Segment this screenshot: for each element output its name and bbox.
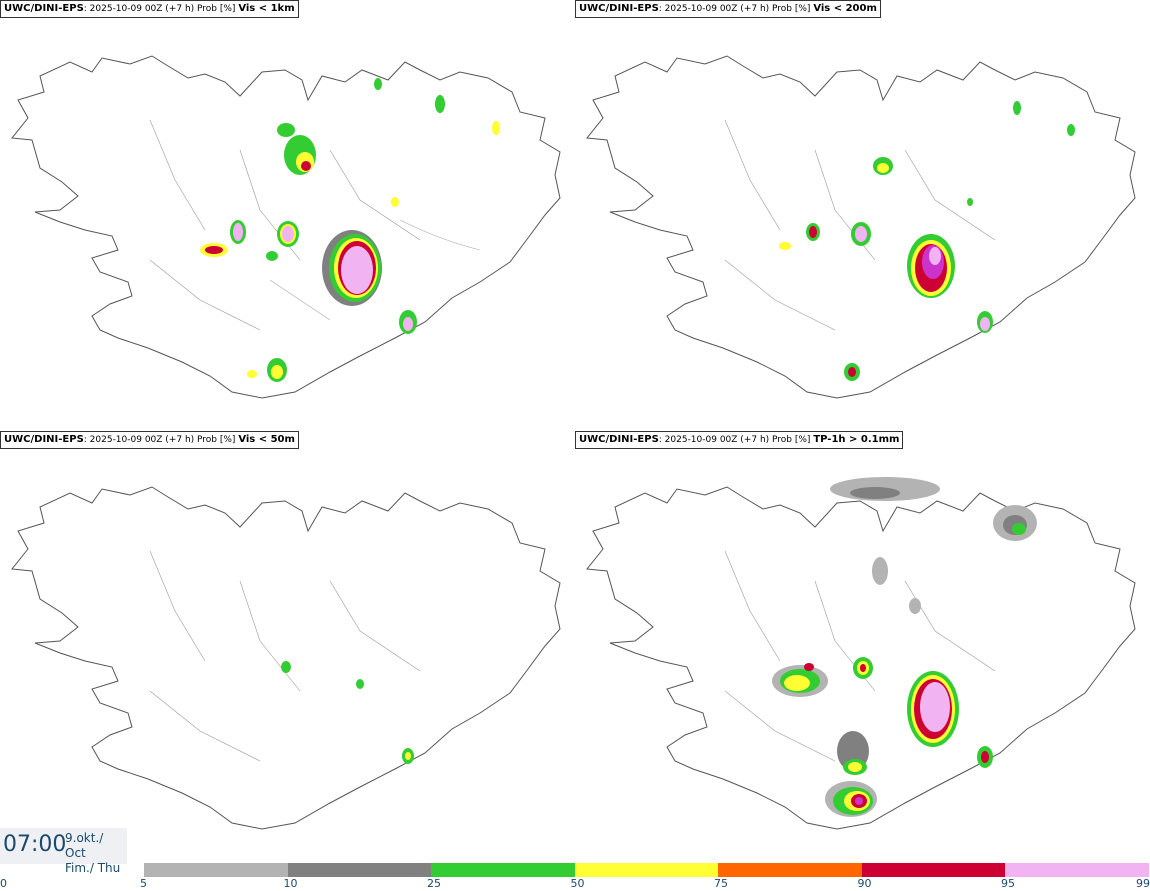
colorbar-segment [574,863,718,877]
colorbar-tick-label: 90 [857,877,872,890]
colorbar-tick-label: 95 [1001,877,1015,890]
valid-date: 9.okt./ Oct Fim./ Thu [65,831,127,876]
colorbar-segment [144,863,288,877]
probability-blob [772,657,873,697]
probability-blob [277,123,316,175]
map-panel-precip: UWC/DINI-EPS: 2025-10-09 00Z (+7 h) Prob… [575,431,1150,861]
colorbar-segment [718,863,862,877]
colorbar-segment [861,863,1005,877]
probability-blob [281,661,414,764]
probability-colorbar: 0 5 10 25 50 75 90 95 99 [0,862,1150,891]
colorbar-segment [287,863,431,877]
panel-title: UWC/DINI-EPS: 2025-10-09 00Z (+7 h) Prob… [575,431,904,449]
iceland-map [11,55,561,399]
colorbar-tick-label: 99 [1136,877,1150,890]
probability-blob [830,477,1037,614]
probability-blob [779,101,1075,381]
colorbar-tick-label: 10 [283,877,298,890]
panel-title: UWC/DINI-EPS: 2025-10-09 00Z (+7 h) Prob… [575,0,881,18]
valid-time: 07:00 [3,832,67,857]
iceland-map [586,55,1136,399]
colorbar-tick-label: 5 [140,877,147,890]
probability-blob [200,220,299,261]
colorbar-segment [431,863,575,877]
probability-blob [322,230,382,306]
map-panel-vis-200m: UWC/DINI-EPS: 2025-10-09 00Z (+7 h) Prob… [575,0,1150,430]
panel-title: UWC/DINI-EPS: 2025-10-09 00Z (+7 h) Prob… [0,0,299,18]
map-panel-vis-50m: UWC/DINI-EPS: 2025-10-09 00Z (+7 h) Prob… [0,431,575,861]
valid-date-line1: 9.okt./ Oct [65,831,104,860]
colorbar-segment [1005,863,1149,877]
probability-blob [907,234,955,298]
map-panel-vis-1km: UWC/DINI-EPS: 2025-10-09 00Z (+7 h) Prob… [0,0,575,430]
iceland-map [11,486,561,830]
colorbar-tick-label: 0 [0,877,7,890]
colorbar-tick-label: 50 [570,877,585,890]
probability-blob [825,731,993,817]
iceland-map [586,477,1136,830]
panel-title: UWC/DINI-EPS: 2025-10-09 00Z (+7 h) Prob… [0,431,299,449]
probability-blob [247,78,500,382]
colorbar-tick-label: 75 [714,877,728,890]
valid-time-box: 07:00 9.okt./ Oct Fim./ Thu [0,828,127,875]
valid-date-line2: Fim./ Thu [65,861,121,875]
probability-blob [907,671,959,747]
colorbar-tick-label: 25 [427,877,441,890]
